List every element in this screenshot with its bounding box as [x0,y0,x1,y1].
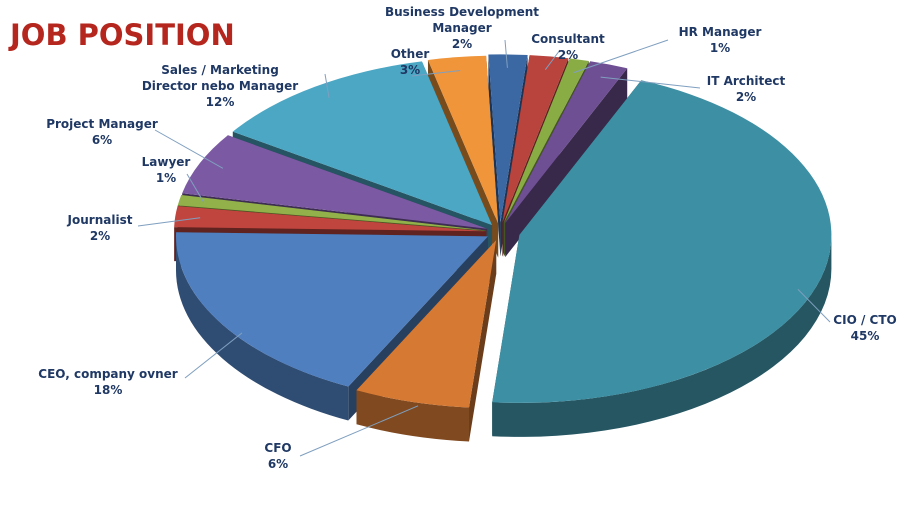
data-label-name: CIO / CTO [833,313,896,327]
pie-slice-cfo [356,240,497,442]
data-label-percent: 2% [736,90,756,104]
leader-line [600,76,701,89]
data-label-percent: 6% [92,133,112,147]
data-label: Lawyer 1% [142,155,191,185]
data-label-name: Lawyer [142,155,191,169]
slice-top [182,135,488,229]
data-label: CIO / CTO 45% [833,313,896,343]
leader-line [573,39,669,74]
chart-title: JOB POSITION [10,18,235,52]
data-label-percent: 6% [268,457,288,471]
data-label-name: Director nebo Manager [142,79,298,93]
data-label: Consultant 2% [531,32,605,62]
data-label-name: Journalist [67,213,133,227]
leader-line [504,39,508,68]
data-label-percent: 2% [90,229,110,243]
data-label-percent: 45% [851,329,880,343]
data-label: HR Manager 1% [679,25,762,55]
data-label-name: Other [391,47,430,61]
data-label-name: Sales / Marketing [161,63,279,77]
data-label-percent: 18% [94,383,123,397]
data-label-name: Business Development [385,5,539,19]
slice-wall [488,54,501,257]
leader-line [411,69,461,77]
data-label-name: IT Architect [707,74,786,88]
data-label-name: CEO, company ovner [38,367,178,381]
data-label-percent: 3% [400,63,420,77]
data-label: CFO 6% [264,441,291,471]
data-labels-layer: CIO / CTO 45% CFO 6% CEO, company ovner 18% Jo… [38,5,896,471]
slice-top [502,55,569,223]
data-label: IT Architect 2% [707,74,786,104]
slice-top [174,206,487,232]
slice-top [503,58,589,223]
data-label-percent: 12% [206,95,235,109]
data-label-name: Consultant [531,32,605,46]
slice-top [232,61,493,226]
data-label: Sales / Marketing Director nebo Manager 12… [142,63,298,109]
slice-top [488,54,528,223]
data-label-name: Project Manager [46,117,158,131]
leader-line [184,332,243,379]
slice-side [175,236,349,421]
slice-top [177,194,487,231]
leader-line [154,129,224,169]
slice-top [175,232,488,387]
pie-slice-cio-cto [492,80,832,437]
data-label-name: CFO [264,441,291,455]
data-label: Business Development Manager 2% [385,5,539,51]
slice-side [492,234,832,437]
data-label-name: HR Manager [679,25,762,39]
pie-slice-it-architect [505,61,628,257]
pie-slices-layer [174,54,832,442]
leader-line [324,73,330,98]
leader-lines-layer [137,39,831,457]
data-label-percent: 1% [710,41,730,55]
data-label-name: Manager [432,21,491,35]
slice-side [356,390,469,442]
data-label-percent: 2% [558,48,578,62]
slice-top [492,80,832,403]
data-label: Other 3% [391,47,430,77]
leader-line [299,405,419,457]
slice-top [427,55,499,224]
data-label-percent: 1% [156,171,176,185]
data-label-percent: 2% [452,37,472,51]
slice-top [356,240,497,408]
data-label: Project Manager 6% [46,117,158,147]
slice-top [505,61,628,223]
slice-wall [505,68,628,257]
leader-line [544,49,561,70]
slice-wall [468,240,497,442]
leader-line [797,288,831,323]
data-label: CEO, company ovner 18% [38,367,178,397]
data-label: Journalist 2% [67,213,133,243]
leader-line [137,217,201,227]
leader-line [186,173,205,203]
